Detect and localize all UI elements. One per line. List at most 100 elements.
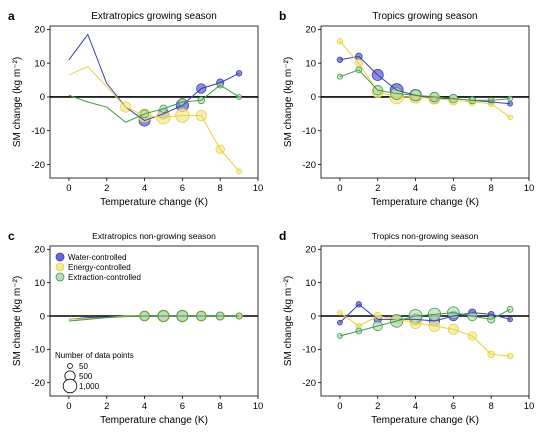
y-tick-label: 10: [34, 278, 45, 289]
size-marker: [62, 378, 78, 394]
series-line-extraction: [68, 315, 240, 322]
x-tick-label: 2: [104, 183, 109, 194]
x-tick-label: 0: [337, 183, 342, 194]
y-tick-label: 10: [305, 58, 316, 69]
plot-frame: [320, 245, 530, 397]
x-tick-label: 10: [253, 183, 264, 194]
panel-letter: c: [8, 229, 15, 243]
x-axis-label: Temperature change (K): [371, 197, 479, 208]
x-axis-label: Temperature change (K): [371, 415, 479, 426]
series-line-water: [339, 303, 511, 324]
x-tick-label: 0: [337, 401, 342, 412]
size-label: 500: [79, 372, 93, 381]
x-tick-label: 0: [66, 401, 71, 412]
y-tick-label: 10: [34, 58, 45, 69]
series-line-extraction: [339, 308, 511, 337]
size-label: 50: [79, 362, 88, 371]
size-label: 1,000: [79, 382, 100, 391]
x-tick-label: 8: [489, 401, 494, 412]
panel-c: c Extratropics non-growing season 0 2 4 6 8 102…: [8, 229, 263, 426]
y-tick-label: -10: [31, 345, 45, 356]
x-axis: 0 2 4 6 8 10: [337, 178, 534, 194]
series-line-water: [339, 55, 511, 105]
y-axis-label: SM change (kg m⁻²): [12, 57, 23, 147]
y-axis: 20 10 0 -10 -20: [302, 25, 321, 171]
x-tick-label: 6: [451, 401, 456, 412]
series-line-extraction: [339, 69, 511, 101]
y-tick-label: 20: [34, 25, 45, 36]
x-tick-label: 2: [375, 183, 380, 194]
plot-frame: [320, 25, 530, 179]
legend-label-extraction: Extraction-controlled: [68, 273, 141, 282]
y-axis-label: SM change (kg m⁻²): [283, 276, 294, 366]
x-tick-label: 10: [524, 401, 535, 412]
x-tick-label: 8: [489, 183, 494, 194]
x-tick-label: 2: [104, 401, 109, 412]
y-tick-label: -20: [31, 378, 45, 389]
x-axis: 0 2 4 6 8 10: [66, 396, 263, 412]
series-line-energy: [339, 312, 511, 357]
y-axis: 20 10 0 -10 -20: [31, 25, 50, 171]
y-tick-label: 20: [305, 25, 316, 36]
size-legend-title: Number of data points: [55, 351, 134, 360]
x-tick-label: 4: [413, 401, 418, 412]
panel-letter: d: [279, 229, 286, 243]
x-axis: 0 2 4 6 8 10: [337, 396, 534, 412]
y-tick-label: -10: [302, 126, 316, 137]
x-tick-label: 4: [142, 183, 147, 194]
y-tick-label: 0: [311, 92, 316, 103]
plot-frame: [49, 245, 259, 397]
y-axis-label: SM change (kg m⁻²): [283, 57, 294, 147]
y-axis-label: SM change (kg m⁻²): [12, 276, 23, 366]
panel-title: Tropics non-growing season: [372, 231, 479, 241]
y-tick-label: -20: [302, 160, 316, 171]
series-line-extraction: [68, 84, 240, 123]
panel-letter: b: [279, 9, 286, 23]
y-tick-label: 0: [40, 92, 45, 103]
legend-marker-energy: [55, 262, 65, 272]
legend-label-water: Water-controlled: [68, 253, 126, 262]
y-tick-label: 20: [305, 245, 316, 256]
panel-title: Extratropics growing season: [91, 11, 217, 22]
series-line-energy: [339, 40, 511, 118]
y-tick-label: 0: [311, 311, 316, 322]
legend-marker-water: [55, 252, 65, 262]
markers: [120, 70, 243, 175]
x-tick-label: 6: [180, 183, 185, 194]
x-axis-label: Temperature change (K): [100, 415, 208, 426]
legend: Water-controlledEnergy-controlledExtract…: [55, 252, 141, 282]
x-tick-label: 0: [66, 183, 71, 194]
x-tick-label: 4: [142, 401, 147, 412]
y-tick-label: -20: [31, 160, 45, 171]
x-tick-label: 8: [218, 401, 223, 412]
y-tick-label: -10: [31, 126, 45, 137]
x-tick-label: 8: [218, 183, 223, 194]
y-axis: 20 10 0 -10 -20: [302, 245, 321, 389]
panel-title: Tropics growing season: [372, 11, 477, 22]
legend-label-energy: Energy-controlled: [68, 263, 131, 272]
series-line-energy: [68, 65, 240, 172]
y-tick-label: 10: [305, 278, 316, 289]
x-tick-label: 10: [524, 183, 535, 194]
panel-b: b Tropics growing season 0 2 4 6 8 10 20 10 0 -10 -2…: [279, 9, 534, 208]
y-tick-label: -10: [302, 345, 316, 356]
x-axis-label: Temperature change (K): [100, 197, 208, 208]
plot-frame: [49, 25, 259, 179]
x-tick-label: 2: [375, 401, 380, 412]
y-tick-label: -20: [302, 378, 316, 389]
panel-letter: a: [8, 9, 15, 23]
x-axis: 0 2 4 6 8 10: [66, 178, 263, 194]
x-tick-label: 6: [180, 401, 185, 412]
markers: [336, 38, 513, 121]
panel-d: d Tropics non-growing season 0 2 4 6 8 10 20 10 0 -…: [279, 229, 534, 426]
x-tick-label: 10: [253, 401, 264, 412]
x-tick-label: 4: [413, 183, 418, 194]
x-tick-label: 6: [451, 183, 456, 194]
legend-marker-extraction: [55, 272, 65, 282]
series-line-water: [68, 33, 240, 122]
y-tick-label: 0: [40, 311, 45, 322]
panel-title: Extratropics non-growing season: [92, 231, 216, 241]
